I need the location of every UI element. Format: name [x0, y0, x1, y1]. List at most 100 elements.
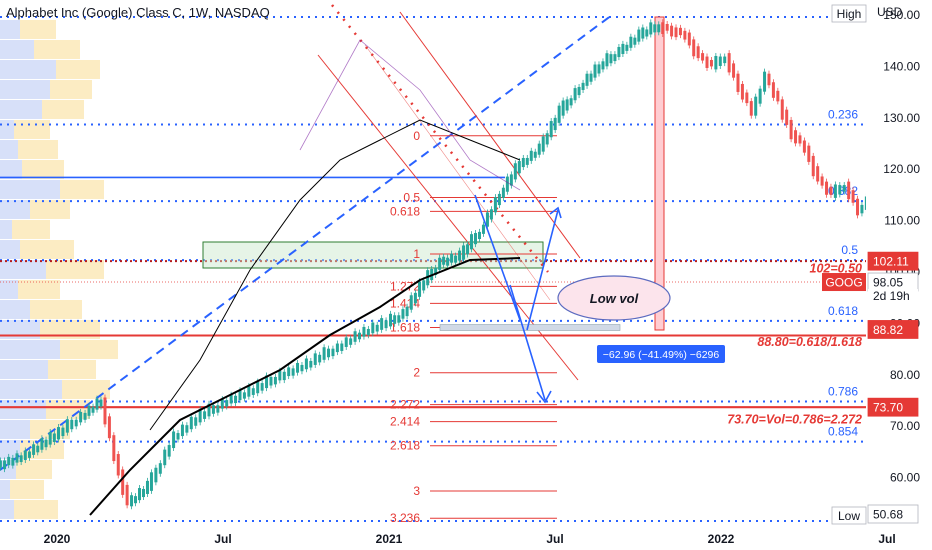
candle-body: [371, 322, 375, 334]
candle-body: [780, 99, 784, 120]
candle-body: [462, 245, 466, 260]
volume-bar-up: [46, 400, 90, 419]
candle-body: [577, 86, 581, 96]
candle-body: [99, 399, 103, 407]
candle-body: [776, 90, 780, 102]
candle-body: [269, 376, 273, 386]
candle-body: [138, 488, 142, 501]
candle-body: [207, 403, 211, 417]
annotation-text: 102=0.50: [810, 261, 863, 275]
candle-body: [27, 451, 31, 458]
candle-body: [327, 348, 331, 358]
volume-bar-up: [62, 380, 110, 399]
candle-body: [573, 88, 577, 101]
candle-body: [149, 472, 153, 491]
candle-body: [749, 101, 753, 116]
candle-body: [203, 411, 207, 419]
candle-body: [422, 280, 426, 291]
candle-body: [362, 326, 366, 337]
candle-body: [380, 318, 384, 330]
volume-bar-down: [0, 400, 46, 419]
candle-body: [617, 46, 621, 58]
candle-body: [409, 295, 413, 310]
price-tag-label: 50.68: [873, 508, 903, 522]
volume-bar-up: [30, 200, 70, 219]
candle-body: [513, 163, 517, 180]
candle-body: [116, 454, 120, 476]
candle-body: [234, 395, 238, 404]
volume-bar-up: [40, 320, 100, 339]
candle-body: [758, 88, 762, 104]
candle-body: [291, 368, 295, 376]
volume-bar-up: [20, 20, 56, 39]
candle-body: [674, 27, 678, 38]
ext-label: 0.5: [403, 190, 420, 204]
candle-body: [477, 231, 481, 240]
measure-label: −62.96 (−41.49%) −6296: [603, 349, 720, 361]
candle-body: [198, 408, 202, 423]
candle-body: [158, 463, 162, 474]
y-tick-label: 150.00: [883, 8, 920, 22]
consolidation-box: [202, 241, 544, 269]
candle-body: [501, 187, 505, 198]
volume-bar-down: [0, 120, 14, 139]
candle-body: [32, 444, 36, 455]
candle-body: [134, 496, 138, 504]
time-axis-background: [0, 526, 932, 550]
candle-body: [763, 71, 767, 92]
candle-body: [11, 457, 15, 466]
candle-body: [489, 209, 493, 220]
volume-bar-up: [46, 260, 104, 279]
candle-body: [87, 405, 91, 416]
candle-body: [497, 193, 501, 206]
candle-body: [732, 63, 736, 78]
candle-body: [349, 338, 353, 345]
candle-body: [389, 313, 392, 327]
candle-body: [585, 73, 589, 86]
candle-body: [79, 411, 83, 423]
fib-extension: 00.50.61811.2721.4141.61822.2722.4142.61…: [390, 129, 621, 525]
candle-body: [601, 61, 605, 70]
candle-body: [265, 375, 269, 389]
candle-body: [537, 143, 541, 155]
candle-body: [714, 55, 718, 70]
volume-bar-down: [0, 320, 40, 339]
candle-body: [723, 56, 727, 64]
candle-body: [454, 255, 458, 263]
channel-upper: [399, 11, 581, 259]
channel-dotted: [331, 4, 549, 273]
volume-bar-down: [0, 80, 50, 99]
ma-purple: [299, 39, 521, 191]
candle-body: [397, 315, 401, 323]
candle-body: [194, 417, 198, 426]
ext-label: 3.236: [390, 511, 420, 525]
y-tick-label: 110.00: [884, 214, 920, 228]
volume-bar-up: [22, 160, 64, 179]
candle-body: [745, 92, 749, 104]
volume-bar-down: [0, 220, 12, 239]
candle-body: [597, 64, 601, 74]
volume-bar-down: [0, 340, 60, 359]
volume-bar-down: [0, 500, 14, 519]
candle-body: [353, 331, 357, 342]
candle-body: [238, 390, 242, 401]
hilo-label: Low: [838, 509, 860, 523]
ma-long: [89, 257, 521, 516]
price-axis: USD60.0070.0080.0090.00100.00110.00120.0…: [822, 0, 932, 550]
candle-body: [509, 174, 513, 186]
candle-body: [811, 155, 815, 177]
ext-zone: [439, 324, 621, 331]
price-tag-label: 102.11: [873, 255, 909, 269]
candle-body: [653, 24, 657, 33]
volume-bar-up: [50, 80, 92, 99]
candle-body: [304, 358, 308, 370]
ext-label: 0.618: [390, 204, 420, 218]
candle-body: [517, 161, 521, 174]
volume-bar-down: [0, 40, 34, 59]
x-tick-label: 2021: [376, 532, 403, 546]
candle-body: [7, 456, 11, 466]
candle-body: [458, 250, 462, 261]
measure-bar: [654, 16, 665, 331]
candle-body: [605, 53, 609, 67]
